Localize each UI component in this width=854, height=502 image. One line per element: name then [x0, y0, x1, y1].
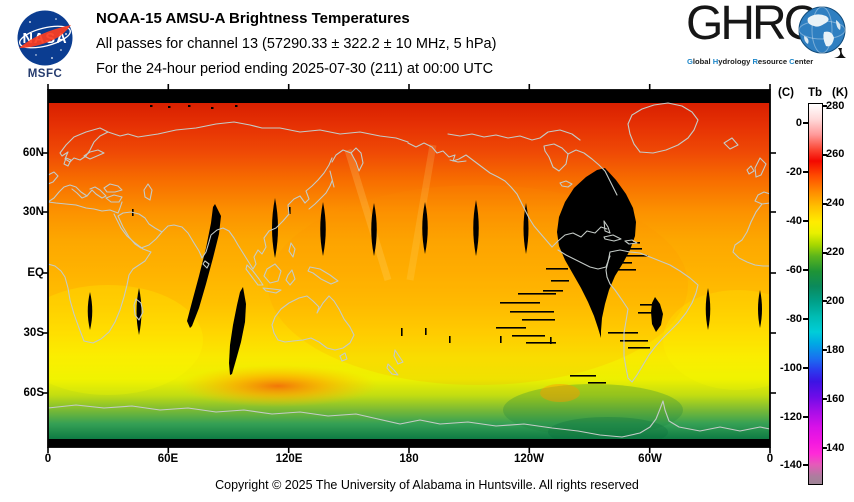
kelvin-label-220: 220 — [826, 246, 845, 258]
south-polar-gap — [48, 439, 770, 447]
nasa-logo-stars — [24, 18, 67, 59]
lon-label-0: 0 — [44, 453, 52, 465]
celsius-tick — [803, 318, 808, 320]
missing-scan-streaks — [132, 105, 654, 384]
colorbar-kelvin-header: (K) — [832, 87, 848, 99]
nasa-logo: NASA — [17, 10, 73, 66]
kelvin-tick — [822, 154, 827, 156]
kelvin-tick — [822, 252, 827, 254]
msfc-label: MSFC — [27, 68, 63, 80]
map-frame — [47, 89, 771, 448]
celsius-tick — [803, 464, 808, 466]
ghrc-logo: GHRC Global Hydrology Resource Center — [686, 0, 852, 70]
nasa-logo-swoosh — [19, 25, 71, 48]
lon-label-120e: 120E — [275, 453, 303, 465]
celsius-tick — [803, 367, 808, 369]
kelvin-tick — [822, 398, 827, 400]
ghrc-tagline: Global Hydrology Resource Center — [687, 57, 813, 66]
kelvin-tick — [822, 300, 827, 302]
kelvin-tick — [822, 203, 827, 205]
lon-label-0b: 0 — [766, 453, 774, 465]
kelvin-label-140: 140 — [826, 442, 845, 454]
lat-label-30s: 30S — [23, 327, 44, 339]
lon-label-60e: 60E — [157, 453, 179, 465]
antarctic-warm-anomaly — [178, 365, 378, 407]
lat-label-60s: 60S — [23, 387, 44, 399]
tagline-initial: R — [752, 57, 758, 66]
nasa-logo-orbit — [19, 25, 71, 49]
kelvin-label-280: 280 — [826, 100, 845, 112]
celsius-tick — [803, 416, 808, 418]
tagline-word: ydrology — [718, 57, 753, 66]
copyright-notice: Copyright © 2025 The University of Alaba… — [215, 478, 639, 492]
tagline-initial: C — [789, 57, 795, 66]
celsius-label-100: -100 — [779, 362, 802, 374]
kelvin-tick — [822, 105, 827, 107]
channel-subtitle: All passes for channel 13 (57290.33 ± 32… — [96, 36, 497, 52]
kelvin-label-240: 240 — [826, 197, 845, 209]
north-polar-gap — [48, 90, 770, 103]
temperature-field — [48, 90, 770, 447]
kelvin-tick — [822, 447, 827, 449]
tagline-word: esource — [757, 57, 790, 66]
celsius-label-140: -140 — [779, 459, 802, 471]
colorbar-celsius-header: (C) — [778, 87, 794, 99]
kelvin-label-160: 160 — [826, 393, 845, 405]
tagline-word: lobal — [692, 57, 713, 66]
indian-ocean-gap — [229, 287, 246, 375]
axis-ticks — [42, 84, 776, 453]
colorbar-quantity-header: Tb — [807, 87, 823, 99]
celsius-label-80: -80 — [786, 313, 802, 325]
period-subtitle: For the 24-hour period ending 2025-07-30… — [96, 61, 494, 77]
lon-label-120w: 120W — [513, 453, 545, 465]
kelvin-label-180: 180 — [826, 344, 845, 356]
lon-label-60w: 60W — [638, 453, 662, 465]
ghrc-acronym: GHRC — [686, 0, 818, 50]
brazil-data-gap — [651, 297, 663, 332]
celsius-tick — [803, 171, 808, 173]
kelvin-label-260: 260 — [826, 148, 845, 160]
tagline-word: enter — [794, 57, 814, 66]
kelvin-label-200: 200 — [826, 295, 845, 307]
celsius-tick — [803, 269, 808, 271]
lat-label-eq: EQ — [27, 267, 44, 279]
north-america-data-gap — [557, 168, 636, 338]
celsius-tick — [803, 220, 808, 222]
page-title: NOAA-15 AMSU-A Brightness Temperatures — [96, 10, 410, 27]
celsius-label-40: -40 — [786, 215, 802, 227]
celsius-tick — [803, 122, 808, 124]
brightness-temperature-map — [42, 84, 776, 453]
tagline-initial: G — [687, 57, 693, 66]
india-slant-gap — [187, 204, 221, 328]
kelvin-tick — [822, 349, 827, 351]
celsius-label-20: -20 — [786, 166, 802, 178]
celsius-label-120: -120 — [779, 411, 802, 423]
celsius-label-0: 0 — [795, 117, 802, 129]
lat-label-30n: 30N — [22, 206, 44, 218]
lon-label-180: 180 — [399, 453, 419, 465]
tagline-initial: H — [712, 57, 719, 66]
celsius-label-60: -60 — [786, 264, 802, 276]
ghrc-globe-icon — [798, 6, 846, 58]
data-gaps — [48, 90, 770, 447]
coastlines — [48, 102, 770, 438]
lat-label-60n: 60N — [22, 147, 44, 159]
colorbar — [808, 103, 823, 485]
